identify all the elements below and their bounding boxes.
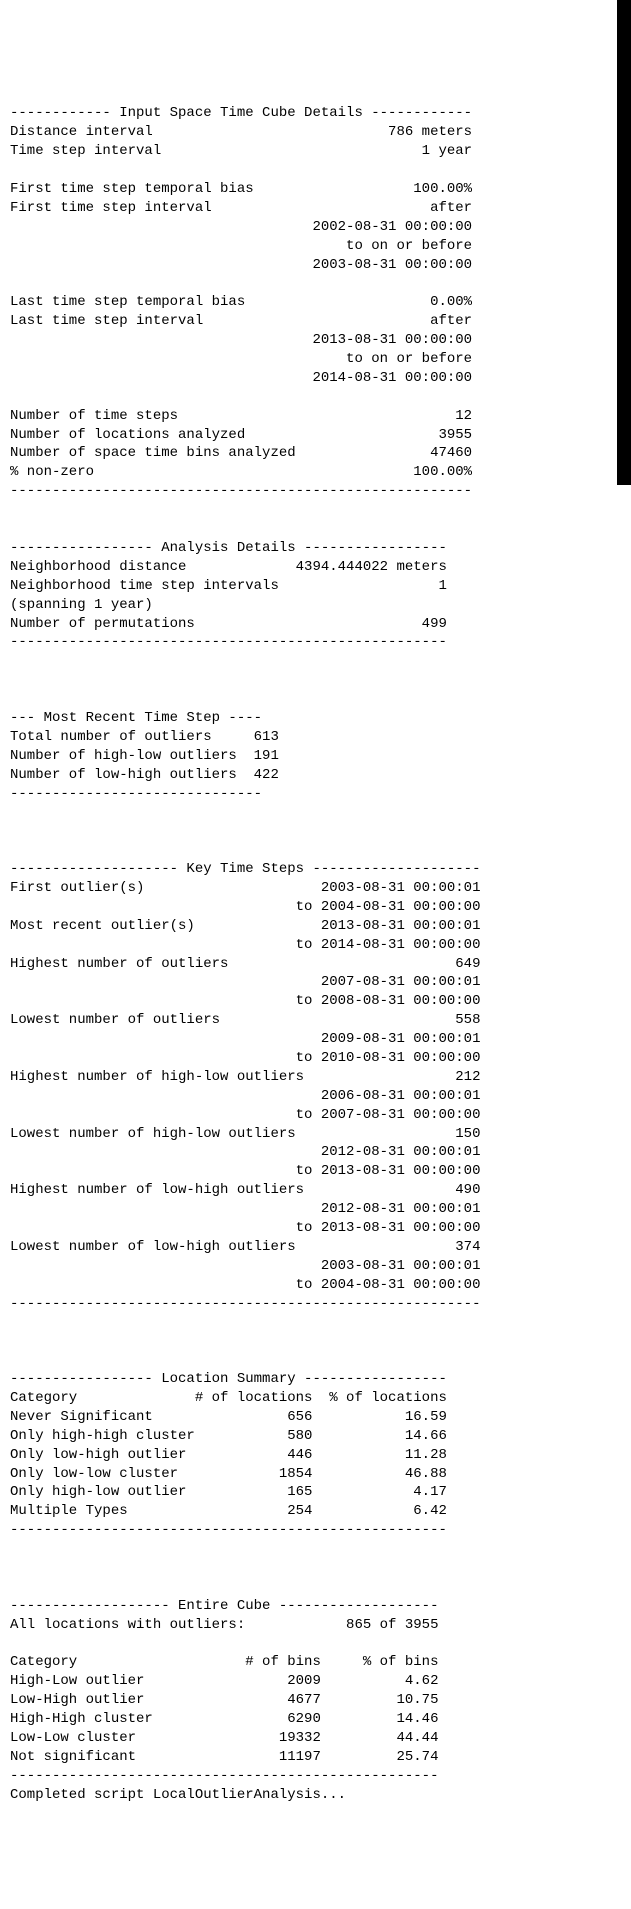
analysis-report: ------------ Input Space Time Cube Detai… [10, 104, 621, 1804]
vertical-scrollbar[interactable] [617, 0, 631, 485]
